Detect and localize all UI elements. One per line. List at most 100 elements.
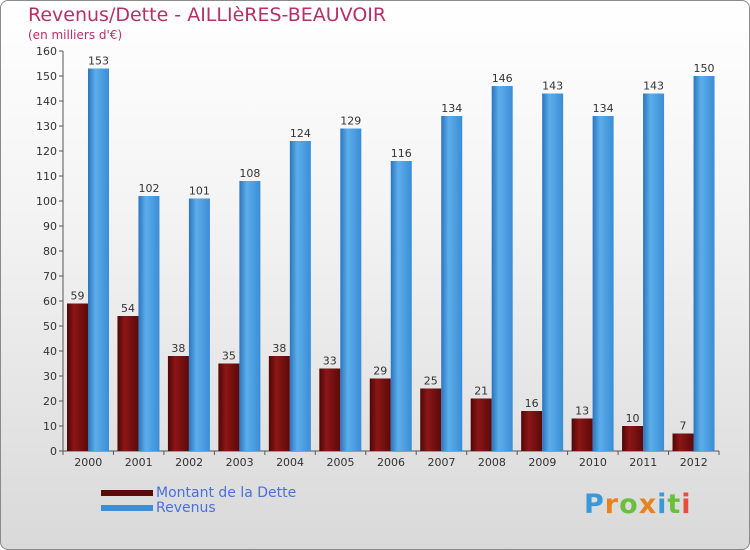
value-label: 13 [575, 405, 589, 418]
bar-dette [268, 356, 290, 451]
value-label: 7 [680, 420, 687, 433]
x-tick-label: 2004 [276, 456, 304, 469]
y-tick-label: 40 [43, 345, 57, 358]
y-tick-label: 0 [50, 445, 57, 458]
value-label: 129 [340, 115, 361, 128]
legend-label-revenus: Revenus [156, 500, 216, 516]
value-label: 10 [626, 412, 640, 425]
logo-letter: x [638, 489, 658, 520]
bar-dette [167, 356, 189, 451]
bar-revenus [390, 161, 412, 451]
bar-dette [117, 316, 139, 451]
y-tick-label: 20 [43, 395, 57, 408]
x-tick-label: 2001 [125, 456, 153, 469]
bar-dette [67, 303, 88, 451]
bar-revenus [188, 198, 210, 451]
bar-dette [369, 378, 391, 451]
logo-letter: o [619, 489, 639, 520]
legend-swatch-debt [101, 490, 153, 496]
value-label: 16 [525, 397, 539, 410]
value-label: 108 [239, 167, 260, 180]
value-label: 101 [189, 185, 210, 198]
value-label: 33 [323, 355, 337, 368]
x-tick-label: 2008 [478, 456, 506, 469]
x-tick-label: 2000 [74, 456, 102, 469]
y-tick-label: 90 [43, 220, 57, 233]
chart-subtitle: (en milliers d'€) [28, 28, 123, 42]
value-label: 143 [542, 80, 563, 93]
value-label: 38 [272, 342, 286, 355]
bars [67, 68, 715, 451]
logo-letter: i [681, 489, 692, 520]
logo-letter: P [584, 489, 605, 520]
y-tick-label: 30 [43, 370, 57, 383]
x-tick-label: 2006 [377, 456, 405, 469]
legend-swatch-revenus [101, 505, 153, 511]
bar-revenus [693, 76, 715, 451]
y-tick-label: 100 [36, 195, 57, 208]
y-tick-label: 80 [43, 245, 57, 258]
bar-dette [672, 433, 694, 451]
logo-letter: t [667, 489, 682, 520]
value-label: 153 [88, 55, 109, 68]
bar-dette [521, 411, 543, 451]
value-label: 54 [121, 302, 135, 315]
x-tick-label: 2003 [226, 456, 254, 469]
legend-label-debt: Montant de la Dette [156, 485, 297, 501]
value-label: 134 [441, 102, 462, 115]
y-tick-label: 140 [36, 95, 57, 108]
bar-revenus [239, 181, 261, 451]
y-tick-label: 130 [36, 120, 57, 133]
proxiti-logo: Proxiti [584, 489, 692, 520]
value-label: 35 [222, 350, 236, 363]
y-tick-label: 10 [43, 420, 57, 433]
x-tick-label: 2007 [427, 456, 455, 469]
bar-revenus [542, 93, 564, 451]
y-tick-label: 70 [43, 270, 57, 283]
bar-dette [319, 368, 341, 451]
bar-revenus [289, 141, 311, 451]
bar-dette [571, 418, 593, 451]
bar-dette [470, 398, 492, 451]
value-label: 150 [694, 62, 715, 75]
x-tick-label: 2005 [327, 456, 355, 469]
bar-dette [420, 388, 442, 451]
bar-dette [622, 426, 644, 451]
value-label: 146 [492, 72, 513, 85]
logo-letter: i [657, 489, 668, 520]
bar-revenus [138, 196, 160, 451]
y-tick-label: 50 [43, 320, 57, 333]
value-label: 25 [424, 375, 438, 388]
value-labels: 59 153 54 102 38 101 35 108 38 124 33 129 29 116 25 134… [71, 55, 715, 433]
chart-title: Revenus/Dette - AILLIèRES-BEAUVOIR [28, 4, 387, 26]
bar-revenus [340, 128, 362, 451]
bar-revenus [643, 93, 665, 451]
bar-chart: 0 10 20 30 40 50 60 70 80 90 100 110 120 130 140 150 160… [36, 45, 720, 469]
x-tick-label: 2011 [629, 456, 657, 469]
logo-letter: r [604, 489, 620, 520]
value-label: 116 [391, 147, 412, 160]
value-label: 29 [373, 365, 387, 378]
bar-revenus [592, 116, 614, 451]
x-tick-label: 2012 [680, 456, 708, 469]
value-label: 124 [290, 127, 311, 140]
value-label: 59 [71, 290, 85, 303]
y-tick-label: 120 [36, 145, 57, 158]
value-label: 38 [171, 342, 185, 355]
y-tick-label: 150 [36, 70, 57, 83]
value-label: 143 [643, 80, 664, 93]
x-tick-label: 2002 [175, 456, 203, 469]
y-tick-label: 160 [36, 45, 57, 58]
bar-revenus [88, 68, 109, 451]
x-tick-label: 2009 [528, 456, 556, 469]
bar-dette [218, 363, 240, 451]
value-label: 102 [138, 182, 159, 195]
value-label: 134 [593, 102, 614, 115]
bar-revenus [441, 116, 463, 451]
x-tick-label: 2010 [579, 456, 607, 469]
y-tick-label: 60 [43, 295, 57, 308]
value-label: 21 [474, 385, 488, 398]
y-tick-label: 110 [36, 170, 57, 183]
bar-revenus [491, 86, 513, 451]
